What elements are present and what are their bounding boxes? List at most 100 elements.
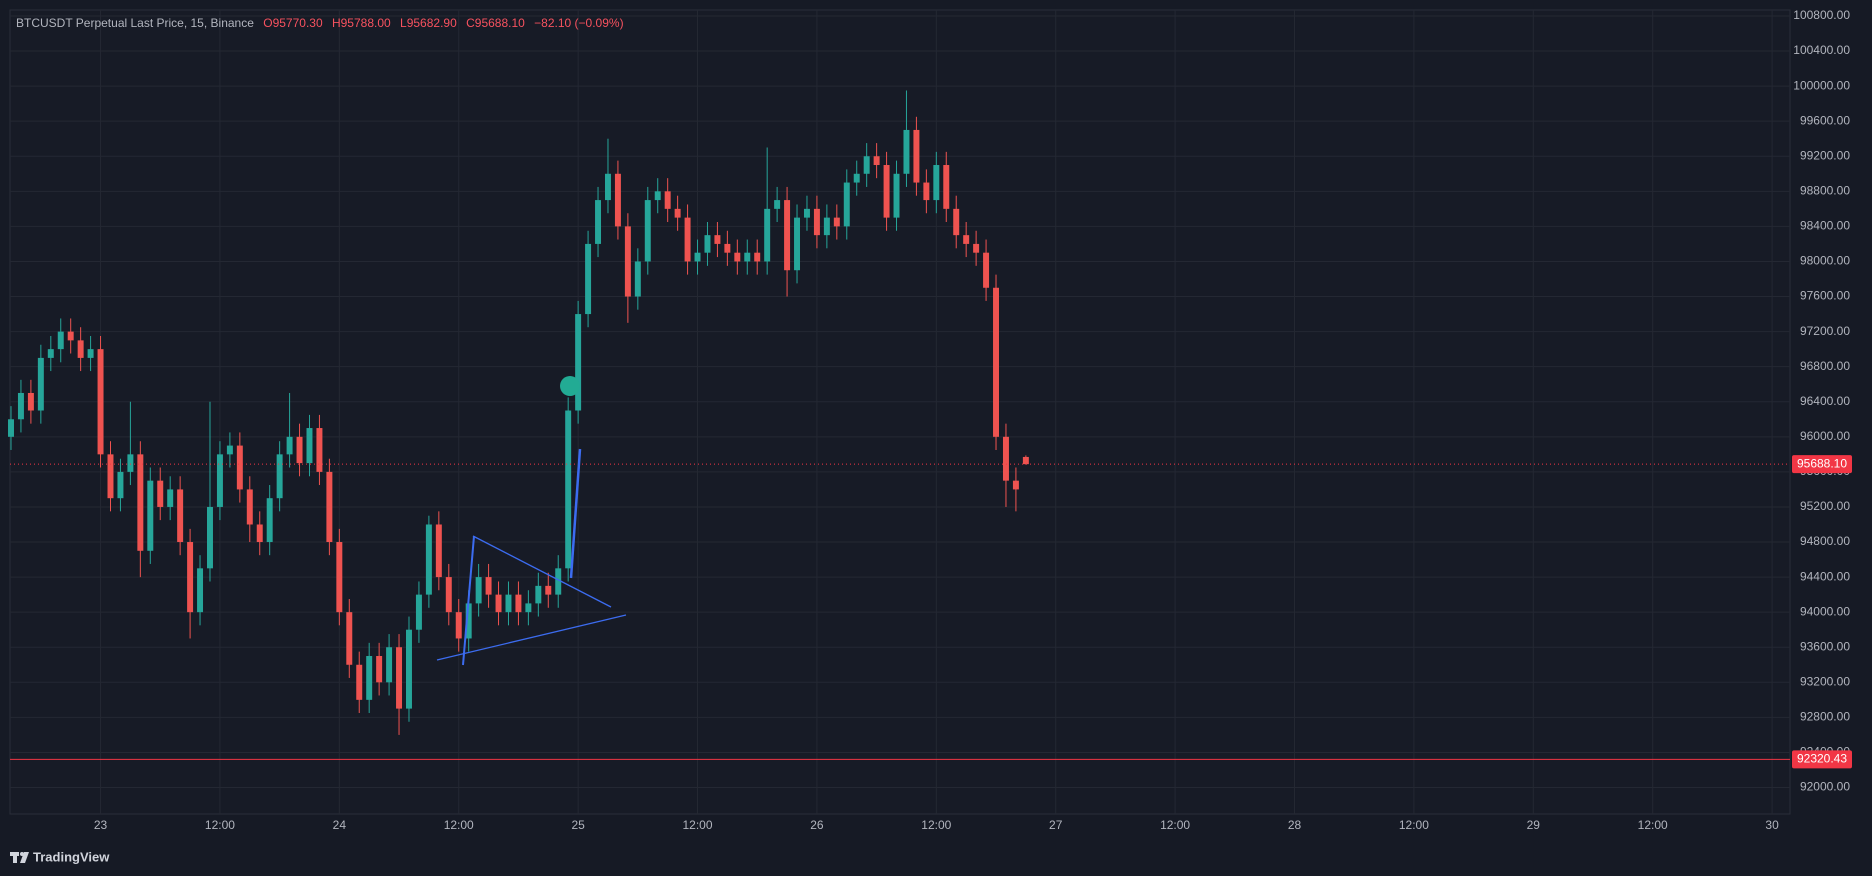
candle-body — [27, 392, 34, 411]
candle-body — [515, 594, 522, 613]
candle-body — [714, 235, 721, 244]
trend-line — [462, 535, 475, 666]
x-tick-label: 25 — [571, 818, 585, 832]
candle-body — [754, 252, 761, 262]
y-tick-label: 97600.00 — [1800, 289, 1850, 303]
candle-body — [475, 577, 482, 604]
candle-body — [764, 208, 771, 262]
candle-body — [674, 208, 681, 218]
candle-body — [455, 612, 462, 639]
trend-line — [569, 448, 582, 579]
candle-body — [256, 524, 263, 543]
candle-body — [107, 454, 114, 499]
candle-body — [545, 585, 552, 595]
candle-body — [197, 568, 204, 613]
marker — [560, 376, 580, 396]
y-tick-label: 96000.00 — [1800, 429, 1850, 443]
symbol: BTCUSDT Perpetual Last Price, 15, Binanc… — [16, 16, 254, 30]
y-tick-label: 98800.00 — [1800, 183, 1850, 197]
trend-line — [436, 614, 627, 661]
candle-body — [326, 471, 333, 543]
change: −82.10 (−0.09%) — [534, 16, 623, 30]
price-tag-label: 92320.43 — [1797, 752, 1847, 766]
candle-body — [883, 165, 890, 218]
candle-body — [236, 445, 243, 490]
x-tick-label: 27 — [1049, 818, 1063, 832]
candle-body — [346, 612, 353, 665]
candle-body — [8, 419, 14, 437]
y-tick-label: 94400.00 — [1800, 569, 1850, 583]
x-tick-label: 12:00 — [921, 818, 951, 832]
candle-body — [425, 524, 432, 595]
candle-body — [595, 200, 602, 244]
candle-body — [286, 436, 293, 455]
candle-body — [505, 594, 512, 613]
candle-body — [803, 208, 810, 218]
candle-body — [77, 340, 84, 358]
candle-body — [694, 252, 701, 262]
candle-body — [893, 173, 900, 218]
brand: TradingView — [33, 849, 110, 864]
candle-body — [117, 471, 124, 499]
candle-body — [794, 217, 801, 271]
candle-body — [396, 647, 403, 709]
candle-body — [57, 331, 64, 350]
candle-body — [336, 542, 343, 613]
candle-body — [67, 331, 74, 341]
candle-body — [207, 506, 213, 569]
candle-body — [266, 498, 273, 543]
y-tick-label: 93600.00 — [1800, 639, 1850, 653]
high: H95788.00 — [332, 16, 391, 30]
plot-area — [9, 9, 1791, 815]
candle-body — [833, 217, 840, 227]
candle-body — [654, 191, 661, 201]
x-tick-label: 28 — [1288, 818, 1302, 832]
candle-body — [873, 156, 880, 166]
price-tag — [1792, 750, 1852, 769]
logo-part — [13, 852, 17, 863]
candle-body — [953, 208, 960, 236]
candle-body — [366, 656, 373, 700]
candle-body — [535, 585, 542, 604]
price-tag — [1792, 455, 1852, 474]
candle-body — [903, 129, 910, 174]
y-tick-label: 94000.00 — [1800, 604, 1850, 618]
open: O95770.30 — [263, 16, 323, 30]
candle-body — [177, 489, 184, 543]
y-tick-label: 92800.00 — [1800, 710, 1850, 724]
candle-body — [555, 568, 562, 595]
candle-body — [823, 217, 830, 236]
candle-body — [843, 182, 850, 227]
candle-body — [923, 182, 930, 201]
candle-body — [296, 436, 303, 464]
x-tick-label: 23 — [94, 818, 108, 832]
candle-body — [525, 603, 532, 613]
candle-body — [634, 261, 641, 297]
y-tick-label: 94800.00 — [1800, 534, 1850, 548]
candle-body — [356, 664, 363, 700]
x-tick-label: 29 — [1527, 818, 1541, 832]
candle-body — [386, 647, 393, 683]
candle-body — [585, 243, 592, 315]
candle-body — [167, 489, 174, 507]
candles — [8, 90, 1790, 760]
y-tick-label: 100400.00 — [1793, 43, 1850, 57]
y-tick-label: 92000.00 — [1800, 780, 1850, 794]
candle-body — [644, 200, 651, 262]
close: C95688.10 — [466, 16, 525, 30]
candle-body — [933, 165, 940, 201]
y-tick-label: 98400.00 — [1800, 219, 1850, 233]
logo-part — [20, 852, 29, 863]
x-tick-label: 12:00 — [683, 818, 713, 832]
candle-body — [784, 200, 791, 271]
candle-body — [465, 603, 472, 639]
y-tick-label: 99200.00 — [1800, 148, 1850, 162]
candle-body — [37, 357, 44, 411]
candle-body — [137, 454, 144, 551]
candle-body — [157, 480, 164, 507]
candle-body — [376, 656, 383, 683]
candle-body — [495, 594, 502, 613]
candle-body — [306, 428, 313, 464]
header: BTCUSDT Perpetual Last Price, 15, Binanc… — [16, 16, 624, 30]
